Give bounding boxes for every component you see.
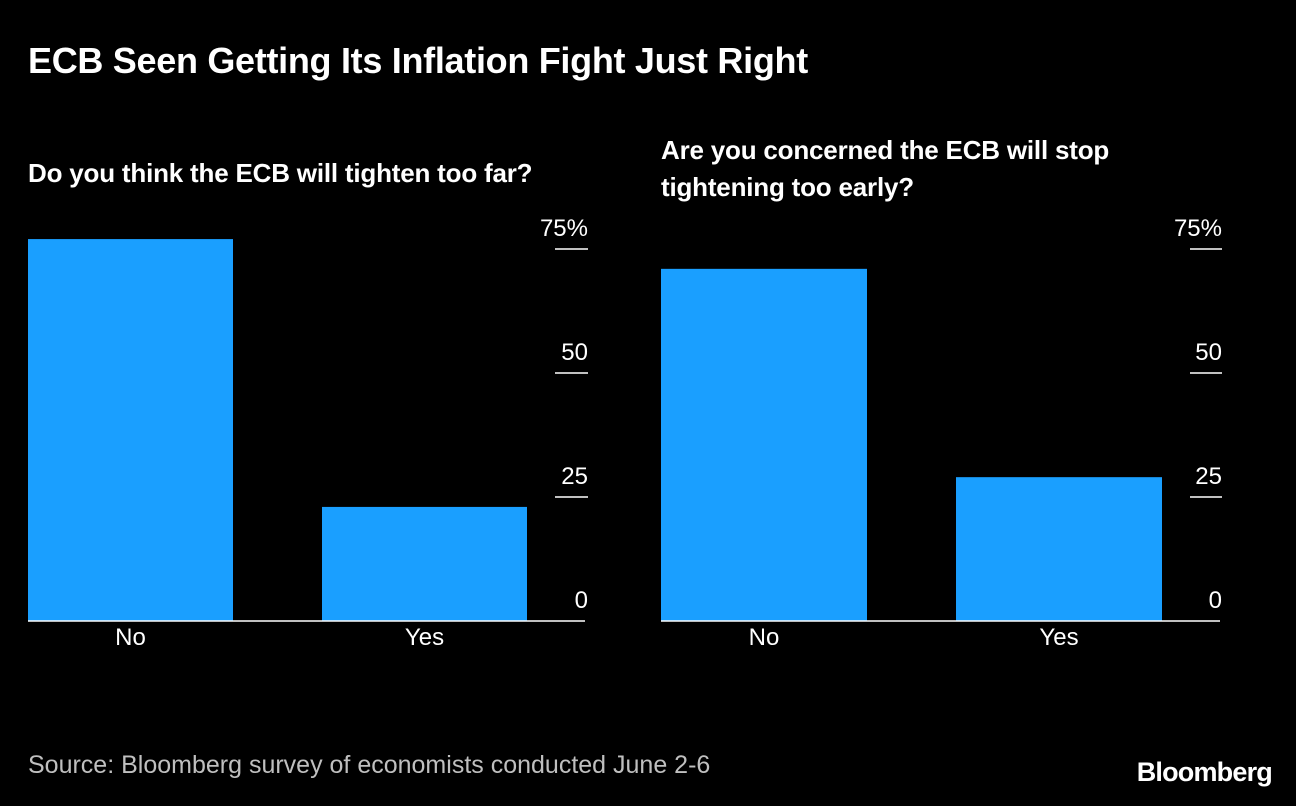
chart-1-bar-no (28, 239, 233, 621)
chart-2-ytick-label-0: 0 (1209, 587, 1222, 614)
chart-2-ytick-label-50: 50 (1195, 339, 1222, 366)
chart-1-category-label-no: No (115, 624, 146, 651)
chart-2-ytick-label-75: 75% (1174, 215, 1222, 242)
chart-1-category-label-yes: Yes (405, 624, 444, 651)
chart-1-bar-yes (322, 506, 527, 621)
chart-1-ytick-label-50: 50 (561, 339, 588, 366)
bloomberg-logo: Bloomberg (1136, 757, 1273, 787)
chart-main-title: ECB Seen Getting Its Inflation Fight Jus… (28, 40, 808, 81)
chart-2-bar-no (661, 268, 867, 621)
chart-1-ytick-label-0: 0 (575, 587, 588, 614)
chart-2-category-label-yes: Yes (1039, 624, 1078, 651)
chart-1-ytick-label-25: 25 (561, 463, 588, 490)
chart-2-ytick-label-25: 25 (1195, 463, 1222, 490)
chart-2-title: Are you concerned the ECB will stop tigh… (661, 135, 1110, 202)
chart-1-ytick-label-75: 75% (540, 215, 588, 242)
source-note: Source: Bloomberg survey of economists c… (28, 751, 711, 779)
chart-2-category-label-no: No (749, 624, 780, 651)
chart-2-bar-yes (956, 477, 1162, 621)
chart-1-title: Do you think the ECB will tighten too fa… (28, 158, 533, 188)
